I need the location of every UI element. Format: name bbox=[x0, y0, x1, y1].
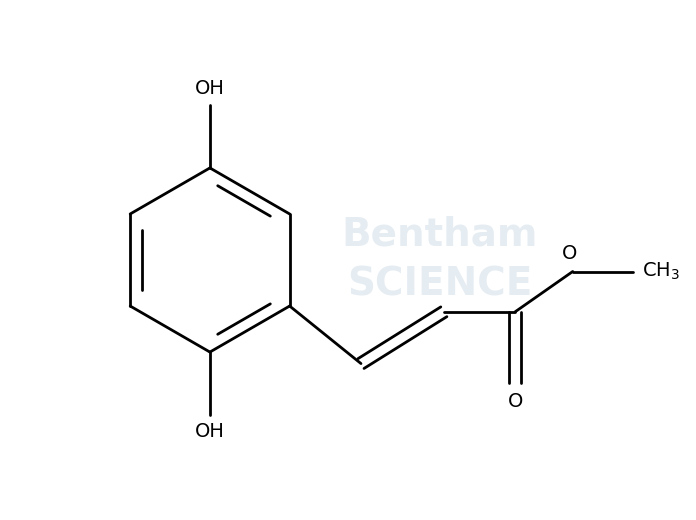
Text: CH$_3$: CH$_3$ bbox=[642, 261, 680, 282]
Text: O: O bbox=[562, 244, 577, 264]
Text: O: O bbox=[507, 392, 523, 411]
Text: Bentham
SCIENCE: Bentham SCIENCE bbox=[342, 216, 538, 304]
Text: OH: OH bbox=[195, 422, 225, 441]
Text: OH: OH bbox=[195, 79, 225, 98]
